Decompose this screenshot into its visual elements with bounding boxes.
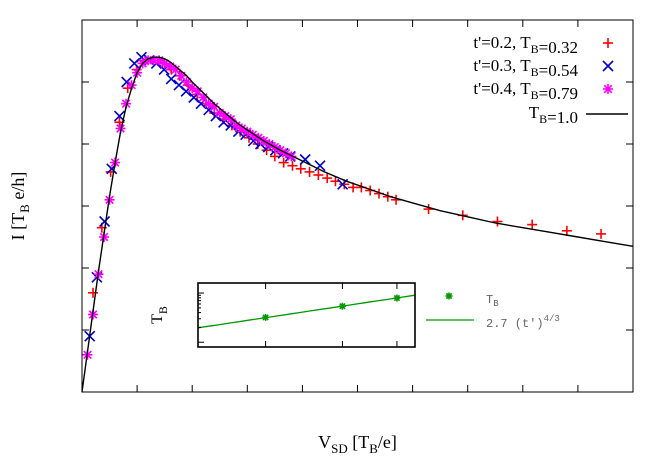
inset-plot-series: [197, 294, 416, 329]
data-point-cross-d2: [113, 110, 126, 122]
data-point-cross: [299, 153, 311, 166]
data-point-plus: [561, 225, 572, 236]
data-point-star: [115, 123, 126, 134]
data-point-plus: [313, 170, 324, 180]
data-point-star-d2: [171, 65, 180, 74]
main-plot-legend: t'=0.2, TB=0.32t'=0.3, TB=0.54t'=0.4, TB…: [473, 33, 628, 127]
legend-symbol-cross: [602, 60, 614, 72]
legend-symbol-star: [603, 84, 613, 94]
data-point-plus: [304, 166, 315, 177]
inset-legend-symbol-star-d2: [445, 292, 453, 300]
data-point-cross: [99, 215, 111, 228]
data-point-star-d2: [209, 102, 219, 112]
inset-data-point: [262, 313, 270, 321]
data-point-plus: [527, 219, 538, 230]
data-point-plus: [322, 173, 333, 184]
data-point-cross-d2: [314, 160, 326, 172]
data-point-star-d2: [226, 114, 236, 124]
data-point-star-d2: [248, 130, 258, 140]
inset-plot-frame: [197, 282, 416, 348]
y-axis-label: I [TB e/h]: [8, 172, 32, 241]
data-point-cross-d2: [99, 215, 111, 228]
inset-data-point-d2: [339, 303, 346, 310]
x-axis-label: VSD [TB/e]: [318, 432, 397, 456]
data-point-cross-d2: [165, 73, 177, 85]
data-point-star-d2: [121, 99, 131, 109]
data-point-plus: [269, 151, 280, 162]
legend-label: t'=0.2, TB=0.32: [473, 33, 578, 57]
data-point-cross: [314, 160, 326, 172]
data-point-star-d2: [287, 152, 296, 161]
inset-data-point-d2: [393, 294, 401, 302]
legend-symbol-star-d2: [603, 84, 613, 94]
data-point-plus: [278, 157, 289, 168]
inset-data-point: [393, 294, 401, 302]
data-point-star-d2: [237, 124, 247, 133]
inset-legend-label-fit: 2.7 (t')4/3: [486, 314, 560, 331]
inset-data-point: [338, 302, 346, 310]
inset-y-axis-label: TB: [149, 306, 170, 324]
inset-fit-line: [197, 294, 416, 329]
data-point-plus: [88, 287, 99, 298]
main-plot-axes: VSD [TB/e] I [TB e/h]: [8, 19, 634, 456]
data-point-star-d2: [193, 86, 203, 96]
data-point-plus: [596, 228, 607, 239]
data-point-cross-d2: [195, 98, 207, 110]
inset-background: [148, 272, 508, 380]
data-point-star-d2: [116, 124, 125, 133]
inset-legend-label-tb: TB: [486, 293, 499, 309]
legend-symbol-plus: [603, 38, 613, 48]
legend-label: TB=1.0: [529, 103, 578, 127]
legend-label: t'=0.4, TB=0.79: [473, 79, 578, 103]
data-point-star: [286, 151, 297, 162]
data-point-cross: [165, 73, 177, 85]
data-point-star-d2: [242, 127, 252, 136]
data-point-star-d2: [231, 121, 241, 130]
main-plot-series: [81, 51, 634, 393]
series-line-tb-1: [81, 56, 634, 393]
data-point-star-d2: [220, 111, 230, 121]
inset-legend-symbol-star: [445, 292, 453, 300]
data-point-plus: [287, 160, 298, 171]
data-point-plus: [295, 163, 306, 174]
data-point-cross: [195, 98, 207, 110]
data-point-cross-d2: [135, 51, 148, 63]
inset-plot-axes: TB: [149, 282, 416, 348]
data-point-cross-d2: [121, 76, 133, 88]
inset-data-point-d2: [262, 314, 269, 321]
legend-label: t'=0.3, TB=0.54: [473, 56, 578, 80]
inset-plot-legend: TB 2.7 (t')4/3: [426, 292, 560, 331]
data-point-star-d2: [187, 83, 197, 93]
data-point-plus: [423, 204, 434, 215]
data-point-cross-d2: [299, 153, 311, 166]
legend-symbol-cross-d2: [602, 60, 614, 72]
data-point-plus: [492, 216, 503, 227]
